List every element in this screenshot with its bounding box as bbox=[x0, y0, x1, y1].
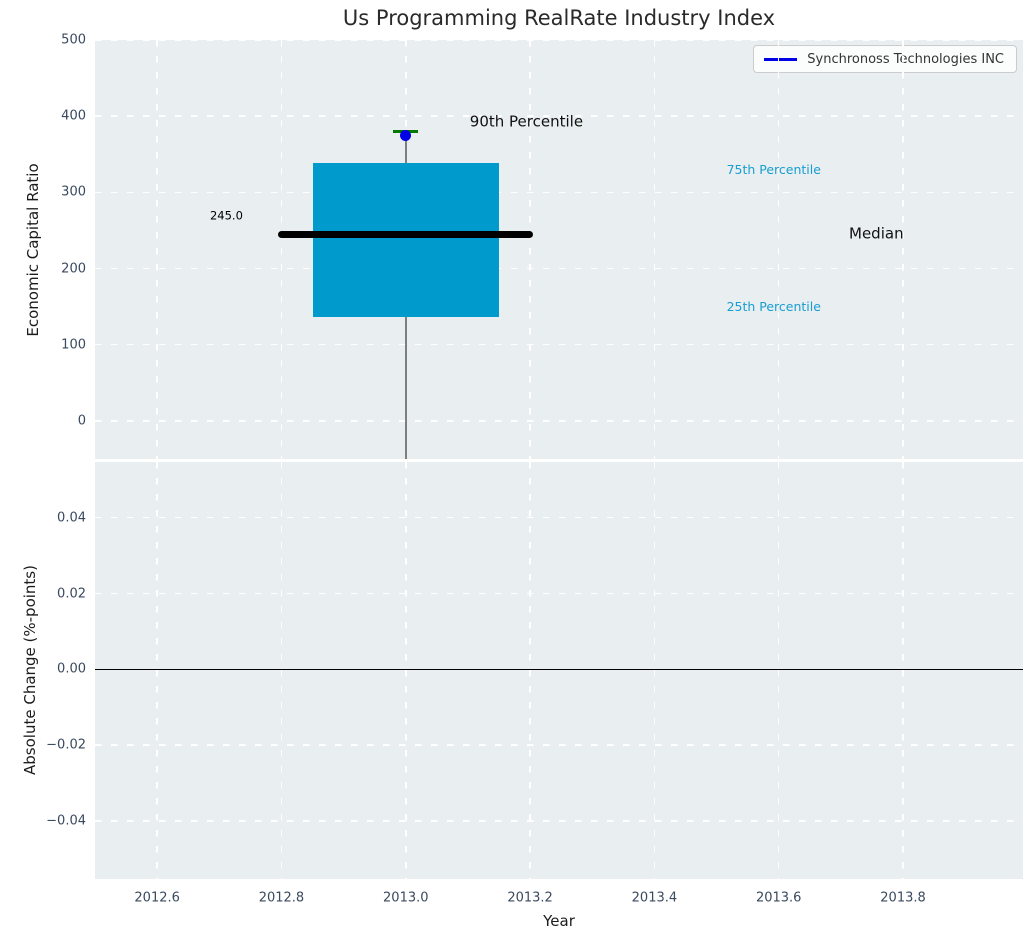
y-tick-label: 200 bbox=[61, 261, 86, 277]
gridline-horizontal bbox=[95, 191, 1023, 194]
y-tick-label: −0.02 bbox=[46, 737, 86, 753]
x-tick-label: 2013.6 bbox=[755, 890, 802, 906]
gridline-vertical bbox=[653, 462, 656, 879]
y-tick-label: −0.04 bbox=[46, 813, 86, 829]
gridline-vertical bbox=[777, 40, 780, 459]
gridline-horizontal bbox=[95, 343, 1023, 346]
bottom-axes bbox=[95, 462, 1023, 879]
gridline-vertical bbox=[405, 462, 407, 879]
gridline-vertical bbox=[280, 462, 283, 879]
x-tick-label: 2012.6 bbox=[134, 890, 180, 906]
gridline-vertical bbox=[280, 40, 283, 459]
annotation-median: Median bbox=[849, 224, 904, 242]
annotation-90th-percentile: 90th Percentile bbox=[469, 112, 584, 131]
x-tick-label: 2013.2 bbox=[507, 890, 553, 906]
x-tick-label: 2012.8 bbox=[258, 890, 305, 906]
chart-title: Us Programming RealRate Industry Index bbox=[342, 6, 776, 30]
x-tick-label: 2013.4 bbox=[631, 890, 678, 906]
gridline-vertical bbox=[777, 462, 780, 879]
legend: Synchronoss Technologies INC bbox=[753, 45, 1017, 73]
gridline-horizontal bbox=[95, 820, 1023, 822]
y-tick-label: 100 bbox=[61, 337, 86, 353]
gridline-horizontal bbox=[95, 744, 1023, 746]
company-data-point bbox=[400, 129, 412, 141]
gridline-vertical bbox=[902, 462, 904, 879]
annotation-25th-percentile: 25th Percentile bbox=[726, 298, 821, 314]
legend-line-swatch bbox=[764, 57, 798, 61]
y-tick-label: 0.02 bbox=[57, 586, 86, 602]
legend-label: Synchronoss Technologies INC bbox=[807, 51, 1004, 67]
y-tick-label: 0.00 bbox=[57, 661, 86, 677]
top-y-axis-label: Economic Capital Ratio bbox=[24, 163, 42, 337]
gridline-horizontal bbox=[95, 516, 1023, 519]
gridline-vertical bbox=[653, 40, 656, 459]
x-tick-label: 2013.0 bbox=[383, 890, 429, 906]
median-line bbox=[278, 230, 534, 238]
top-axes: Synchronoss Technologies INC 245.0 90th P… bbox=[95, 40, 1023, 459]
gridline-horizontal bbox=[95, 115, 1023, 117]
gridline-horizontal bbox=[95, 420, 1023, 422]
gridline-horizontal bbox=[95, 592, 1023, 595]
gridline-vertical bbox=[529, 462, 531, 879]
gridline-horizontal bbox=[95, 40, 1023, 41]
x-tick-label: 2013.8 bbox=[880, 890, 926, 906]
gridline-horizontal bbox=[95, 267, 1023, 270]
y-tick-label: 400 bbox=[61, 108, 86, 124]
annotation-245-0: 245.0 bbox=[209, 208, 243, 223]
gridline-vertical bbox=[529, 40, 531, 459]
y-tick-label: 0 bbox=[77, 413, 86, 429]
y-tick-label: 0.04 bbox=[57, 510, 86, 526]
iqr-box bbox=[312, 163, 500, 318]
gridline-vertical bbox=[156, 40, 158, 459]
gridline-vertical bbox=[156, 462, 158, 879]
y-tick-label: 500 bbox=[61, 32, 86, 48]
y-tick-label: 300 bbox=[61, 184, 86, 200]
zero-reference-line bbox=[95, 668, 1023, 671]
annotation-75th-percentile: 75th Percentile bbox=[726, 162, 821, 178]
bottom-y-axis-label: Absolute Change (%-points) bbox=[21, 565, 39, 775]
gridline-vertical bbox=[902, 40, 904, 459]
x-axis-label: Year bbox=[543, 912, 575, 930]
